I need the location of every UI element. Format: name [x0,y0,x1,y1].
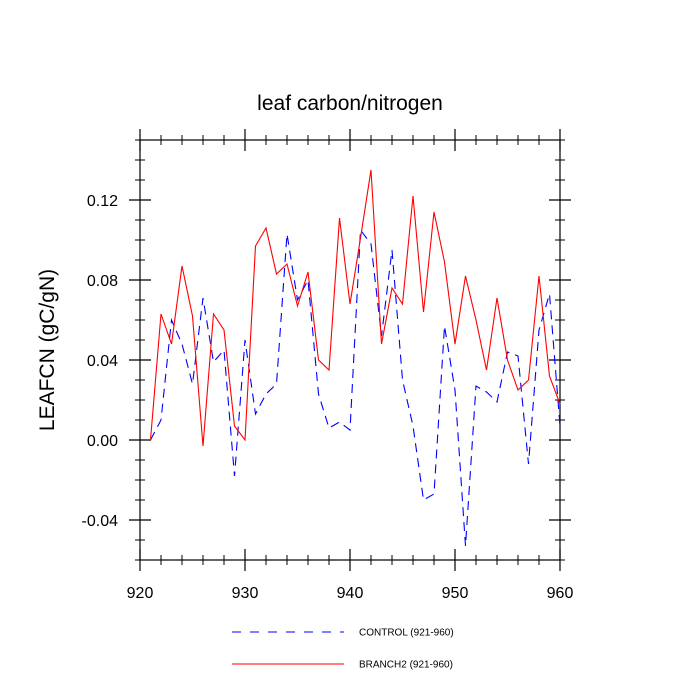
y-tick-label: 0.04 [87,353,118,370]
axes: 920 930 940 950 960 -0.04 0.00 0.04 0.08 0.12 [82,129,574,602]
y-tick-label: 0.00 [87,433,118,450]
y-tick-label: -0.04 [82,513,119,530]
x-tick-label: 950 [442,585,469,602]
legend-label-control: CONTROL (921-960) [359,628,454,639]
legend-label-branch2: BRANCH2 (921-960) [359,660,453,671]
legend: CONTROL (921-960) BRANCH2 (921-960) [232,628,454,671]
x-tick-label: 940 [337,585,364,602]
plot-frame [139,139,561,561]
y-tick-label: 0.08 [87,273,118,290]
x-tick-label: 960 [547,585,574,602]
chart-title: leaf carbon/nitrogen [257,92,443,115]
series-line-branch2 [149,169,561,447]
series-line-control [150,228,561,547]
x-tick-label: 930 [232,585,259,602]
y-axis-label: LEAFCN (gC/gN) [36,269,59,431]
y-tick-label: 0.12 [87,193,118,210]
x-tick-label: 920 [127,585,154,602]
series-lines [149,169,561,547]
